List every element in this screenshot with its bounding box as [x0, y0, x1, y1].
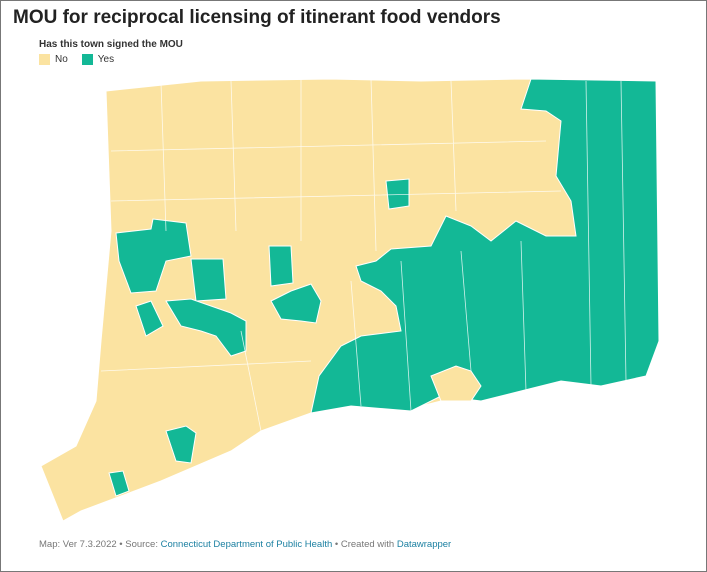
legend-title: Has this town signed the MOU [39, 39, 183, 50]
region-yes [190, 258, 227, 302]
legend-item: Yes [81, 54, 115, 65]
legend: No Yes [39, 54, 114, 65]
region-yes [310, 78, 660, 414]
source-link[interactable]: Connecticut Department of Public Health [160, 539, 333, 550]
town-borders [100, 78, 627, 432]
legend-label: No [55, 54, 68, 65]
region-yes [165, 298, 247, 357]
region-yes [165, 425, 197, 464]
legend-swatch [39, 54, 50, 65]
region-no [430, 365, 482, 402]
region-yes [115, 218, 192, 294]
legend-swatch [81, 54, 93, 65]
region-yes [268, 245, 294, 287]
footer-text: • Created with [332, 539, 397, 550]
title: MOU for reciprocal licensing of itineran… [13, 7, 501, 28]
region-yes [108, 470, 130, 497]
legend-item: No [39, 54, 68, 65]
region-yes [270, 283, 322, 324]
legend-label: Yes [97, 54, 115, 65]
region-yes [385, 178, 410, 210]
tool-link[interactable]: Datawrapper [396, 539, 452, 550]
footer: Map: Ver 7.3.2022 • Source: Connecticut … [39, 539, 451, 550]
region-yes [135, 300, 164, 337]
footer-text: Map: Ver 7.3.2022 • Source: [39, 539, 161, 550]
